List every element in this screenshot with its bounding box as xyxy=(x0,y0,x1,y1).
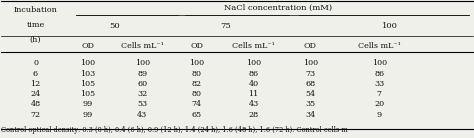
Text: 75: 75 xyxy=(220,22,230,30)
Text: 68: 68 xyxy=(305,80,316,88)
Text: Cells mL⁻¹: Cells mL⁻¹ xyxy=(232,42,275,50)
Text: 99: 99 xyxy=(82,111,93,119)
Text: 43: 43 xyxy=(137,111,147,119)
Text: 105: 105 xyxy=(80,90,95,98)
Text: 40: 40 xyxy=(248,80,259,88)
Text: 48: 48 xyxy=(30,100,41,108)
Text: time: time xyxy=(27,21,45,29)
Text: 32: 32 xyxy=(137,90,147,98)
Text: (h): (h) xyxy=(30,36,41,44)
Text: 20: 20 xyxy=(374,100,384,108)
Text: 80: 80 xyxy=(191,90,202,98)
Text: 7: 7 xyxy=(377,90,382,98)
Text: 72: 72 xyxy=(30,111,41,119)
Text: OD: OD xyxy=(304,42,317,50)
Text: 100: 100 xyxy=(135,59,150,67)
Text: 12: 12 xyxy=(30,80,41,88)
Text: 33: 33 xyxy=(374,80,384,88)
Text: 74: 74 xyxy=(191,100,202,108)
Text: 50: 50 xyxy=(109,22,120,30)
Text: 100: 100 xyxy=(382,22,398,30)
Text: Cells mL⁻¹: Cells mL⁻¹ xyxy=(358,42,401,50)
Text: 0: 0 xyxy=(33,59,38,67)
Text: 103: 103 xyxy=(80,70,95,78)
Text: 82: 82 xyxy=(191,80,202,88)
Text: OD: OD xyxy=(190,42,203,50)
Text: 65: 65 xyxy=(191,111,202,119)
Text: 6: 6 xyxy=(33,70,38,78)
Text: 86: 86 xyxy=(374,70,384,78)
Text: 35: 35 xyxy=(305,100,316,108)
Text: 100: 100 xyxy=(303,59,318,67)
Text: Incubation: Incubation xyxy=(14,6,57,14)
Text: 9: 9 xyxy=(377,111,382,119)
Text: Control optical density: 0.3 (0 h), 0.4 (6 h), 0.9 (12 h), 1.4 (24 h), 1.6 (48 h: Control optical density: 0.3 (0 h), 0.4 … xyxy=(1,126,348,134)
Text: 73: 73 xyxy=(305,70,316,78)
Text: 60: 60 xyxy=(137,80,147,88)
Text: OD: OD xyxy=(81,42,94,50)
Text: 100: 100 xyxy=(80,59,95,67)
Text: 100: 100 xyxy=(246,59,261,67)
Text: 54: 54 xyxy=(305,90,316,98)
Text: 86: 86 xyxy=(248,70,259,78)
Text: 53: 53 xyxy=(137,100,147,108)
Text: 89: 89 xyxy=(137,70,147,78)
Text: 100: 100 xyxy=(372,59,387,67)
Text: 99: 99 xyxy=(82,100,93,108)
Text: 24: 24 xyxy=(30,90,41,98)
Text: 80: 80 xyxy=(191,70,202,78)
Text: 100: 100 xyxy=(189,59,204,67)
Text: 43: 43 xyxy=(248,100,259,108)
Text: NaCl concentration (mM): NaCl concentration (mM) xyxy=(224,4,333,12)
Text: 34: 34 xyxy=(305,111,316,119)
Text: Cells mL⁻¹: Cells mL⁻¹ xyxy=(121,42,164,50)
Text: 11: 11 xyxy=(248,90,259,98)
Text: 28: 28 xyxy=(248,111,259,119)
Text: 105: 105 xyxy=(80,80,95,88)
